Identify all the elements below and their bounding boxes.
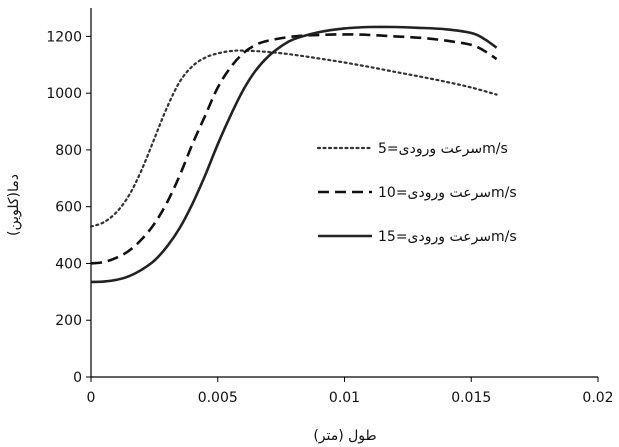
y-axis-ticks: 0 200 400 600 800 1000 1200	[46, 29, 91, 386]
series-lines	[89, 25, 498, 284]
y-tick-label: 1200	[46, 29, 82, 45]
y-tick-label: 0	[73, 370, 82, 386]
legend-label-2: سرعت ورودی=10m/s	[378, 185, 517, 201]
x-tick-label: 0.015	[451, 390, 491, 406]
y-axis-title: دما(کلوین)	[6, 174, 22, 236]
series-line-1	[89, 49, 498, 228]
legend-label-1: سرعت ورودی=5m/s	[378, 141, 508, 157]
x-tick-label: 0.01	[329, 390, 360, 406]
y-tick-label: 800	[55, 143, 82, 159]
y-tick-label: 1000	[46, 86, 82, 102]
y-tick-label: 600	[55, 200, 82, 216]
x-axis-ticks: 0 0.005 0.01 0.015 0.02	[87, 377, 614, 406]
y-tick-label: 200	[55, 313, 82, 329]
x-axis-title: طول (متر)	[313, 428, 376, 444]
x-tick-label: 0	[87, 390, 96, 406]
y-tick-label: 400	[55, 256, 82, 272]
series-line-3	[90, 25, 498, 284]
series-line-2	[90, 33, 498, 265]
legend: سرعت ورودی=5m/s سرعت ورودی=10m/s سرعت ورود…	[316, 141, 517, 245]
x-tick-label: 0.005	[198, 390, 238, 406]
x-tick-label: 0.02	[582, 390, 613, 406]
legend-label-3: سرعت ورودی=15m/s	[378, 229, 517, 245]
